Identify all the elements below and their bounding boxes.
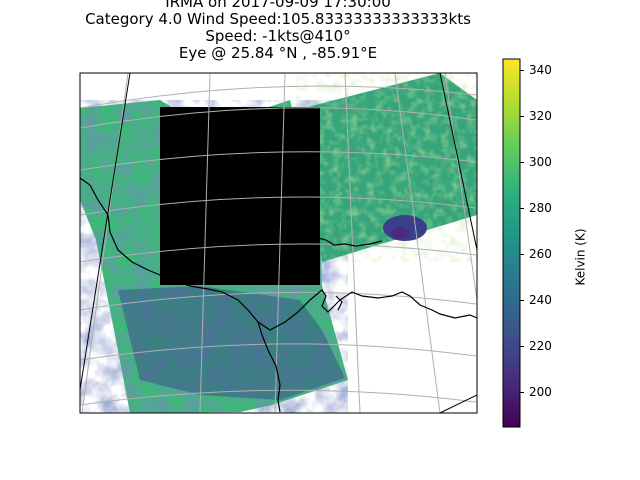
colorbar-tick-label: 200 [529, 384, 552, 399]
projection-edge-left [80, 73, 131, 391]
colorbar-tick-label: 260 [529, 246, 552, 261]
colorbar-tick-label: 280 [529, 200, 552, 215]
cold-cloud-band [118, 286, 345, 400]
map-frame [79, 72, 478, 414]
missing-data-block [160, 107, 320, 285]
colorbar-tick-label: 240 [529, 292, 552, 307]
title-line-eye-position: Eye @ 25.84 °N , -85.91°E [178, 44, 378, 62]
colorbar [502, 58, 521, 428]
map-title: IRMA on 2017-09-09 17:30:00 Category 4.0… [0, 0, 556, 62]
colorbar-axis-label: Kelvin (K) [573, 228, 588, 286]
projection-edge-bottom [439, 394, 477, 413]
colorbar-tick-label: 300 [529, 154, 552, 169]
map-plot-area [80, 73, 477, 413]
title-line-storm-time: IRMA on 2017-09-09 17:30:00 [165, 0, 391, 11]
colorbar-tick-label: 320 [529, 108, 552, 123]
swath-east-texture [296, 73, 477, 262]
coastlines [80, 177, 477, 413]
title-line-category-wind: Category 4.0 Wind Speed:105.833333333333… [85, 10, 471, 28]
colorbar-tick-label: 220 [529, 338, 552, 353]
colorbar-tick-label: 340 [529, 62, 552, 77]
colorbar-ticks [520, 70, 524, 393]
title-line-motion-speed: Speed: -1kts@410° [205, 27, 351, 45]
hurricane-inner-ring [391, 227, 409, 239]
projection-edge-right [439, 73, 477, 251]
graticule [80, 73, 477, 413]
